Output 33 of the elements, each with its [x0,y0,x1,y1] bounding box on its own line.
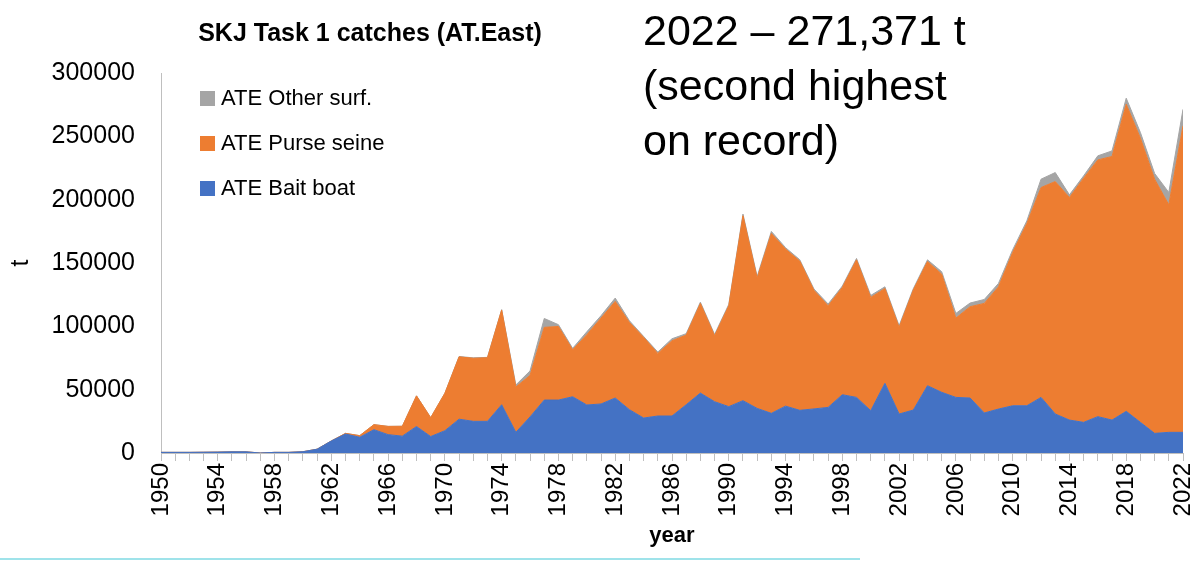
x-tick-label: 2014 [1054,463,1082,517]
x-tick-label: 1966 [372,463,400,517]
x-tick-label: 2010 [997,463,1025,517]
x-axis-title: year [649,521,696,547]
y-tick-label: 200000 [51,183,135,212]
legend-label: ATE Purse seine [221,130,385,155]
x-tick-label: 1954 [202,463,230,517]
x-tick-label: 2018 [1110,463,1138,517]
y-tick-label: 50000 [65,373,135,402]
x-tick-label: 1994 [770,463,798,517]
chart-title: SKJ Task 1 catches (AT.East) [198,17,542,47]
x-tick-label: 2006 [940,463,968,517]
x-tick-label: 1978 [543,463,571,517]
x-tick-label: 1998 [826,463,854,517]
x-tick-label: 1962 [315,463,343,517]
legend-label: ATE Bait boat [221,175,356,200]
x-tick-label: 1974 [486,463,514,517]
y-tick-label: 100000 [51,310,135,339]
x-tick-label: 1958 [259,463,287,517]
x-tick-label: 2002 [883,463,911,517]
y-tick-label: 150000 [51,246,135,275]
y-tick-label: 300000 [51,56,135,85]
x-tick-label: 1990 [713,463,741,517]
y-tick-label: 0 [121,436,135,465]
annotation: 2022 – 271,371 t (second highest on record) [643,5,966,166]
x-tick-label: 1970 [429,463,457,517]
y-axis-title: t [4,259,33,267]
x-tick-label: 1986 [656,463,684,517]
y-tick-label: 250000 [51,120,135,149]
x-tick-label: 1982 [599,463,627,517]
x-tick-label: 1950 [145,463,173,517]
legend-label: ATE Other surf. [221,85,373,110]
x-tick-label: 2022 [1167,463,1194,517]
